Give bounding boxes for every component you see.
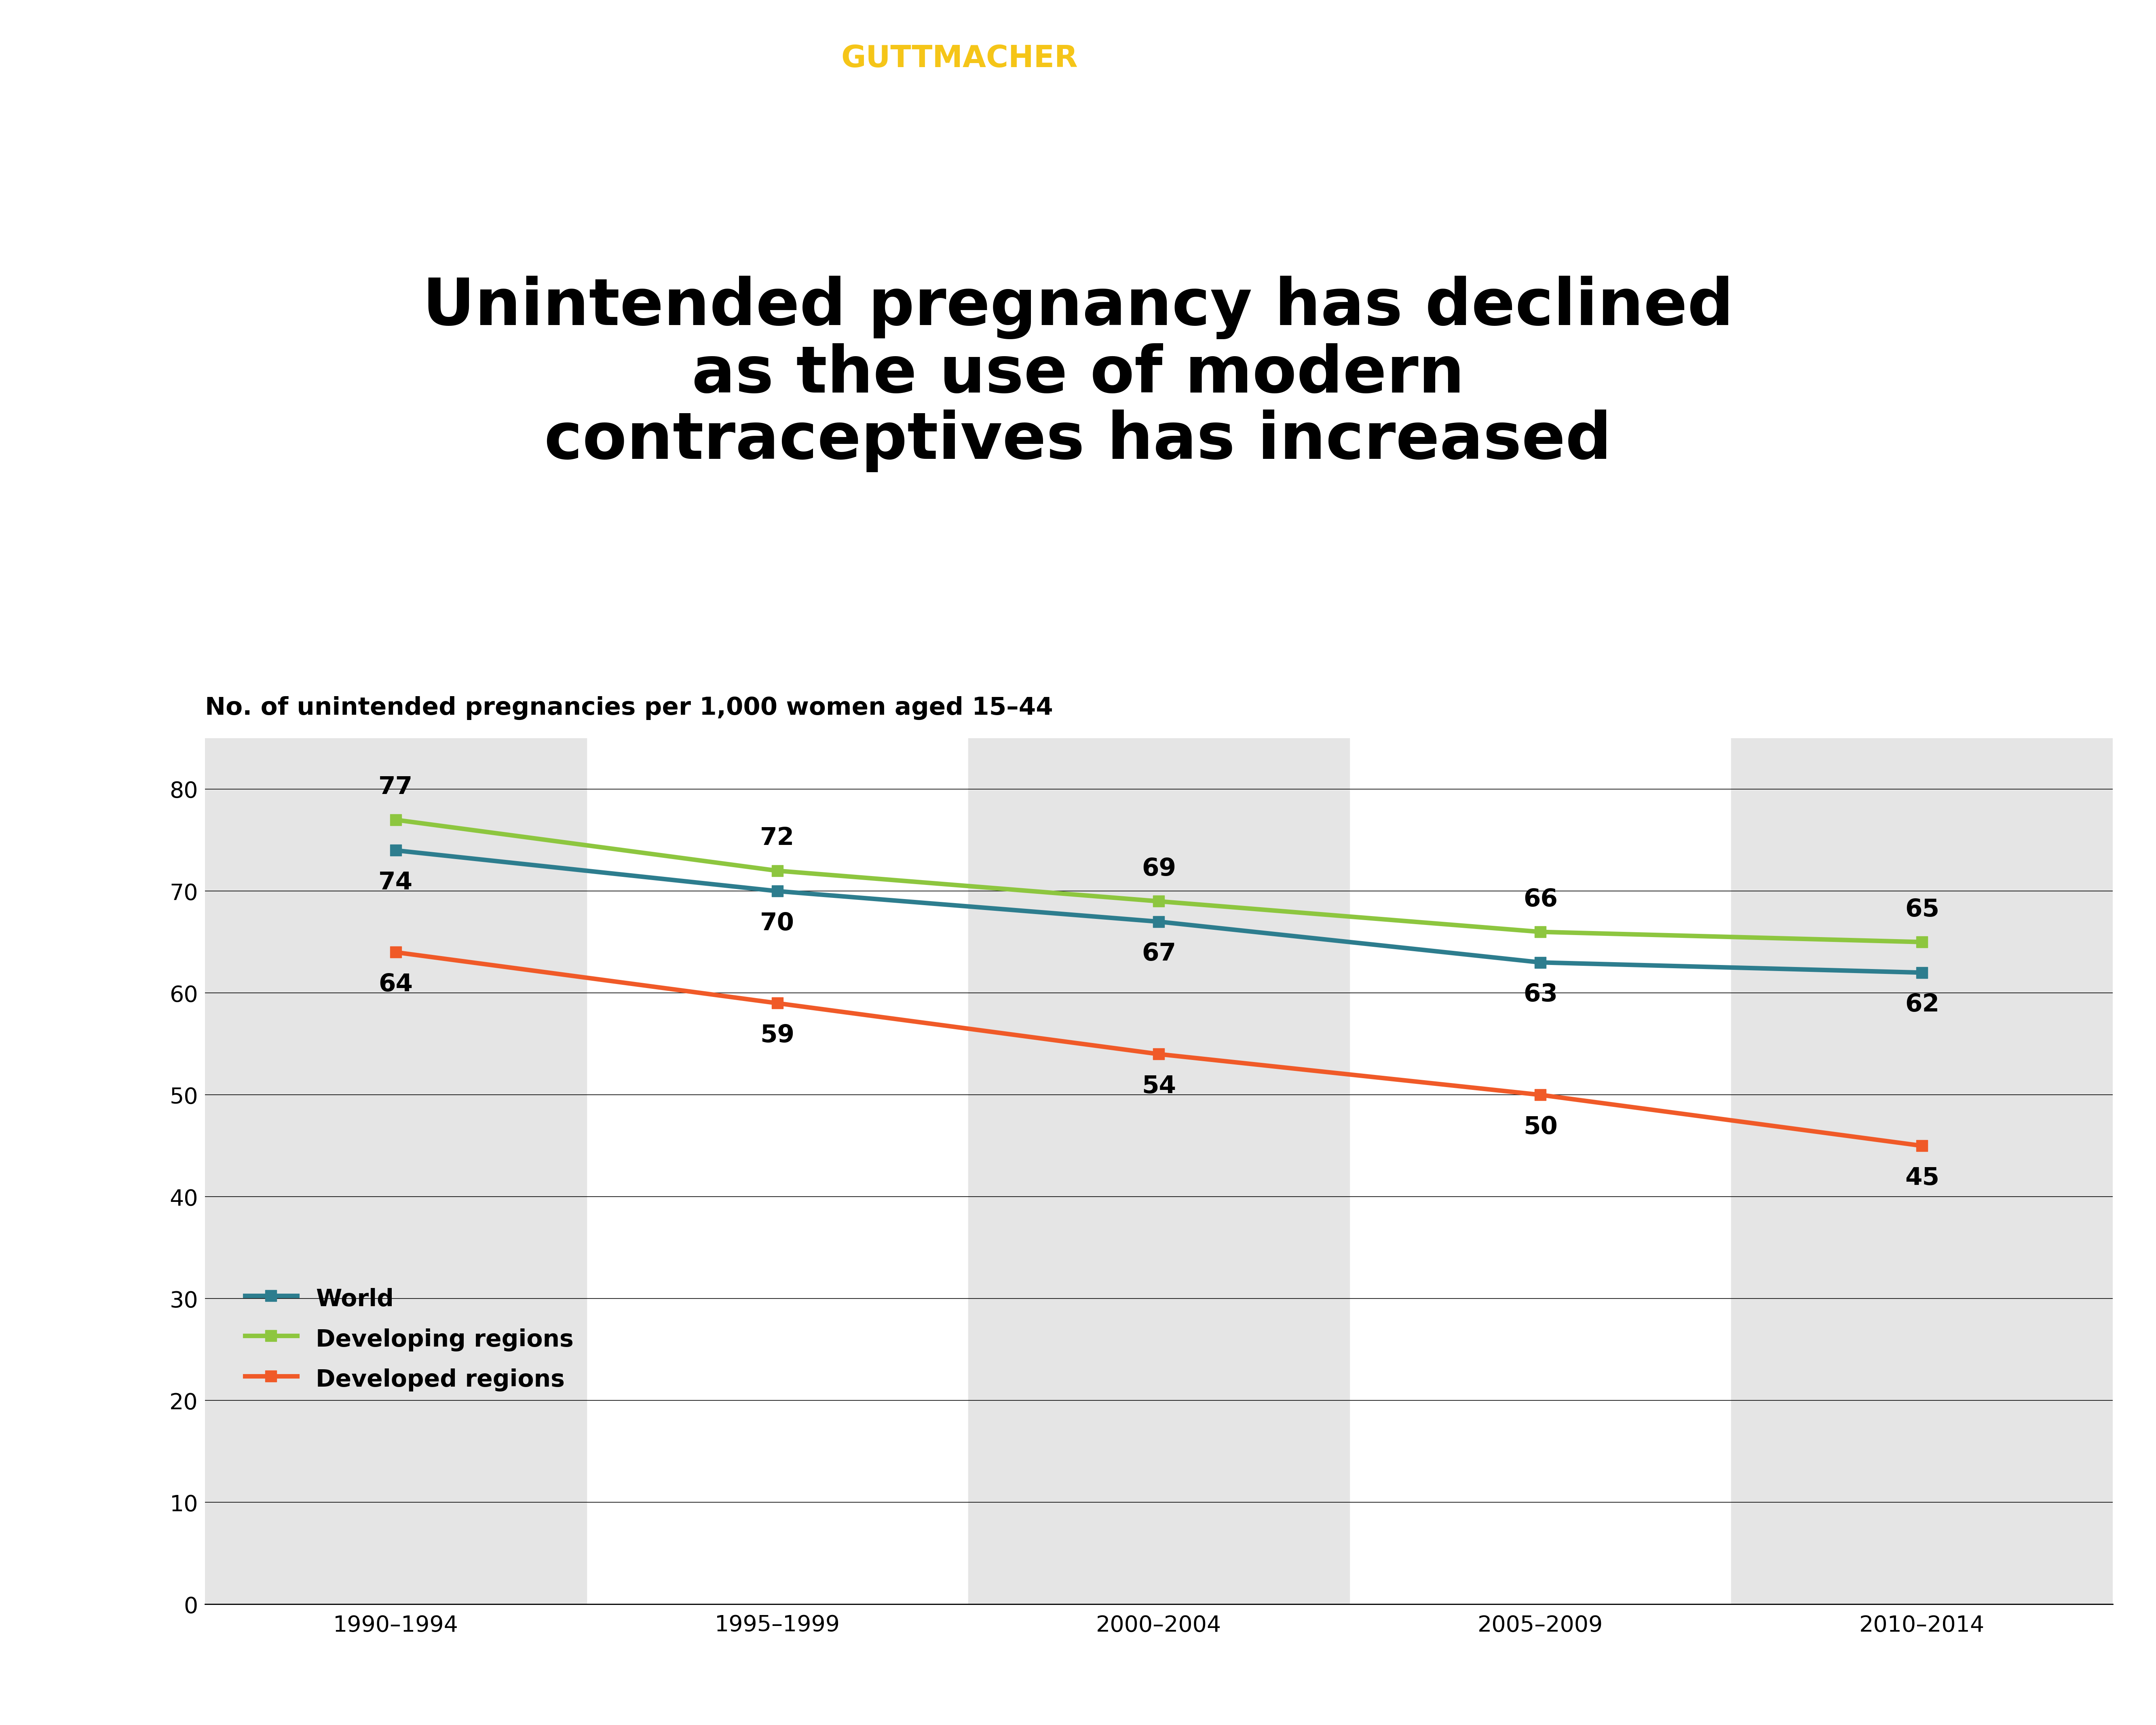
Bar <box>205 738 586 1604</box>
Text: gu.tt/GlobalAbortion: gu.tt/GlobalAbortion <box>54 1663 270 1684</box>
Legend: World, Developing regions, Developed regions: World, Developing regions, Developed reg… <box>235 1275 582 1402</box>
Text: 67: 67 <box>1143 942 1175 966</box>
Text: GUTTMACHER: GUTTMACHER <box>841 43 1078 74</box>
Text: Unintended pregnancy has declined
as the use of modern
contraceptives has increa: Unintended pregnancy has declined as the… <box>423 276 1733 473</box>
Text: 63: 63 <box>1524 983 1557 1007</box>
Text: 74: 74 <box>379 871 412 895</box>
Text: 64: 64 <box>379 973 412 997</box>
Text: 70: 70 <box>761 911 793 935</box>
Text: 50: 50 <box>1524 1116 1557 1139</box>
Text: 59: 59 <box>761 1023 793 1047</box>
Text: 69: 69 <box>1143 857 1175 881</box>
Text: 66: 66 <box>1524 888 1557 911</box>
Text: 62: 62 <box>1906 994 1938 1016</box>
Text: ©2018: ©2018 <box>2027 1663 2102 1684</box>
Bar <box>1731 738 2113 1604</box>
Bar <box>968 738 1350 1604</box>
Text: 65: 65 <box>1906 897 1938 921</box>
Text: 45: 45 <box>1906 1166 1938 1190</box>
Text: 77: 77 <box>379 776 412 799</box>
Text: No. of unintended pregnancies per 1,000 women aged 15–44: No. of unintended pregnancies per 1,000 … <box>205 697 1052 719</box>
Text: 72: 72 <box>761 826 793 850</box>
Text: INSTITUTE: INSTITUTE <box>1078 43 1266 74</box>
Text: 54: 54 <box>1143 1075 1175 1099</box>
